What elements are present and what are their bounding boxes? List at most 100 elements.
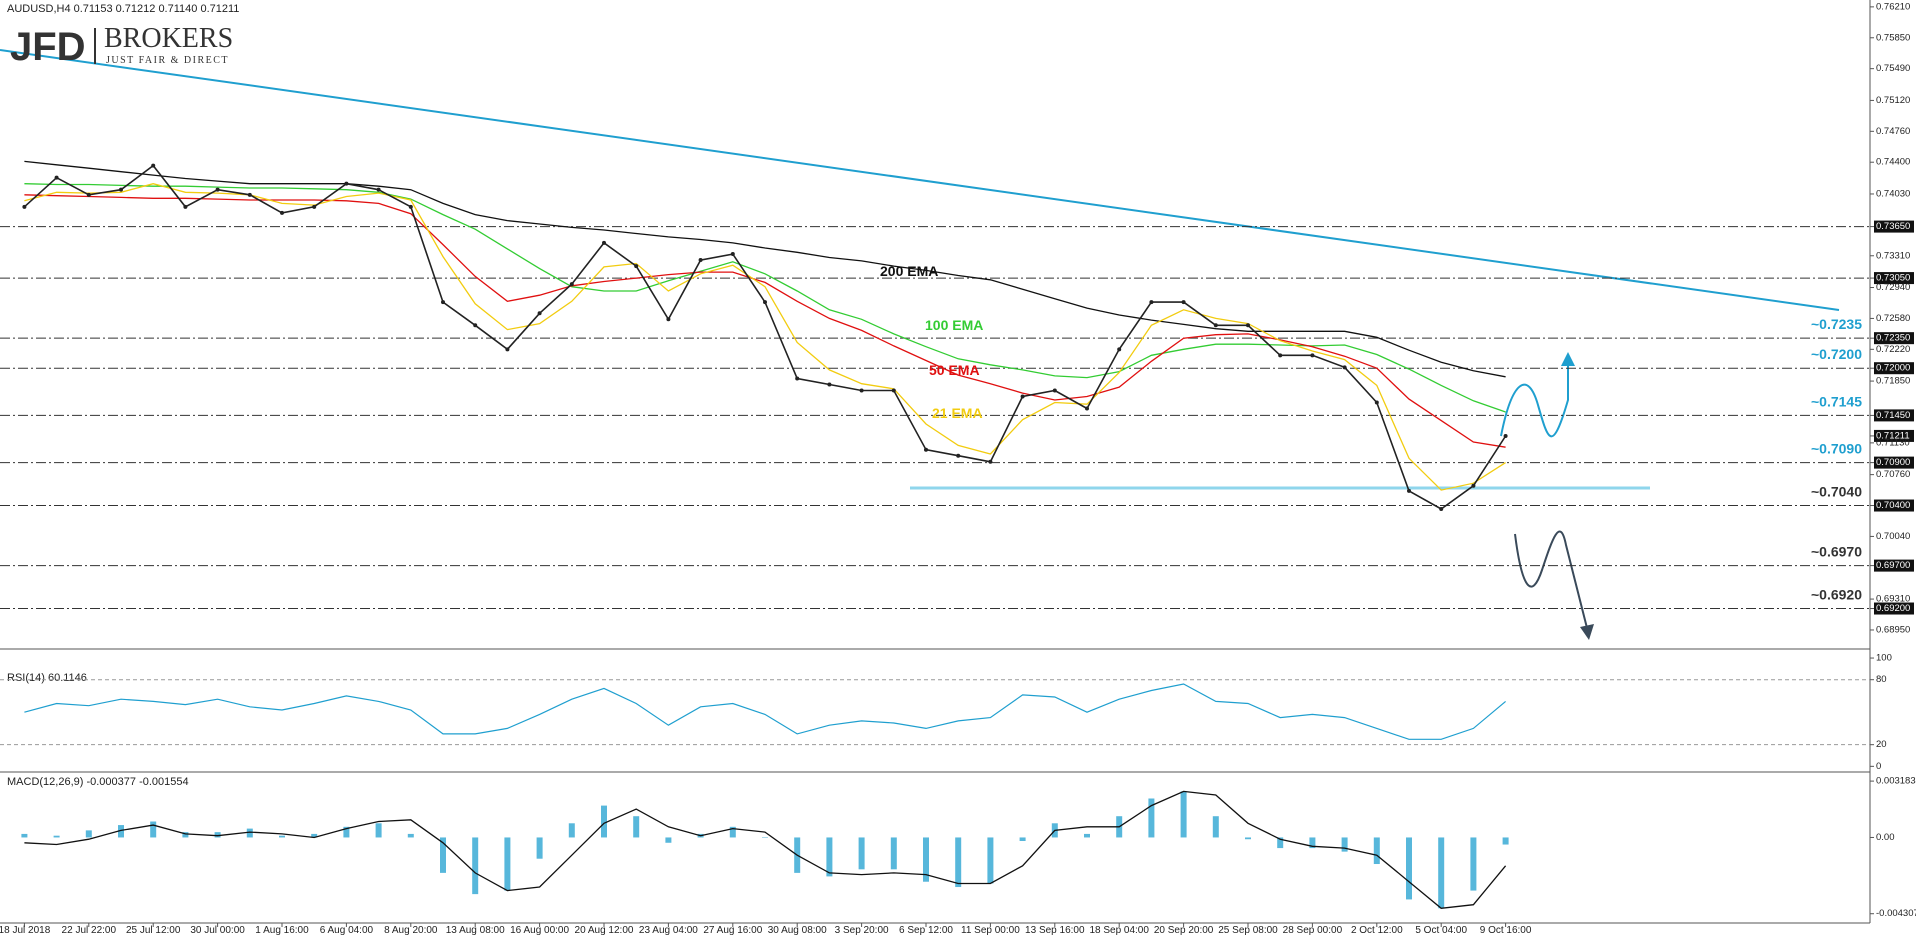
- y-tick-label: 0.73310: [1876, 250, 1910, 261]
- macd-bar: [1180, 791, 1187, 838]
- x-tick-label: 28 Sep 00:00: [1283, 925, 1343, 936]
- price-point: [280, 210, 284, 215]
- tick-label-box: [1874, 499, 1914, 512]
- x-tick-label: 13 Aug 08:00: [446, 925, 505, 936]
- y-tick-label: 0.71450: [1876, 410, 1910, 421]
- price-point: [1439, 506, 1444, 511]
- macd-bar: [1502, 837, 1509, 845]
- x-tick-label: 18 Sep 04:00: [1089, 925, 1149, 936]
- y-tick-label: 0.73650: [1876, 221, 1910, 232]
- macd-bar: [633, 816, 640, 838]
- y-tick-label: 0.68950: [1876, 624, 1910, 635]
- price-point: [569, 282, 574, 287]
- level-label: ~0.7145: [1811, 393, 1862, 409]
- level-label: ~0.6920: [1811, 587, 1862, 603]
- x-tick-label: 27 Aug 16:00: [703, 925, 762, 936]
- tick-label-box: [1874, 409, 1914, 422]
- price-point: [1052, 388, 1057, 393]
- y-tick-label: 100: [1876, 653, 1892, 664]
- ema-label: 21 EMA: [932, 405, 983, 421]
- price-point: [988, 459, 993, 464]
- tick-label-box: [1874, 429, 1914, 442]
- price-point: [1085, 406, 1089, 411]
- tick-label-box: [1874, 362, 1914, 375]
- trendline: [0, 49, 1840, 311]
- macd-bar: [375, 823, 382, 838]
- price-point: [247, 192, 252, 197]
- logo-name: JFD: [10, 25, 86, 69]
- y-tick-label: 0.74400: [1876, 157, 1910, 168]
- y-tick-label: 20: [1876, 739, 1887, 750]
- x-tick-label: 25 Sep 08:00: [1218, 925, 1278, 936]
- y-tick-label: 0.72000: [1876, 363, 1910, 374]
- price-point: [1278, 353, 1283, 358]
- price-point: [1020, 394, 1025, 399]
- x-tick-label: 20 Aug 12:00: [575, 925, 634, 936]
- price-point: [666, 317, 671, 322]
- tick-label-box: [1874, 332, 1914, 345]
- rsi-line: [24, 683, 1506, 740]
- y-tick-label: 0.69700: [1876, 560, 1910, 571]
- macd-bar: [1148, 798, 1155, 838]
- y-tick-label: 0.70760: [1876, 469, 1910, 480]
- y-tick-label: 0.71850: [1876, 376, 1910, 387]
- price-point: [473, 323, 478, 328]
- macd-bar: [568, 823, 575, 838]
- macd-bar: [279, 835, 285, 838]
- price-point: [441, 300, 445, 305]
- price-point: [1503, 434, 1508, 439]
- x-tick-label: 25 Jul 12:00: [126, 925, 181, 936]
- y-tick-label: -0.004307: [1876, 908, 1916, 919]
- price-point: [1374, 400, 1379, 405]
- y-tick-label: 0.70040: [1876, 531, 1910, 542]
- ema-line: [24, 183, 1506, 491]
- x-tick-label: 30 Aug 08:00: [768, 925, 827, 936]
- price-point: [891, 388, 896, 393]
- macd-bar: [1470, 837, 1477, 891]
- macd-bar: [504, 837, 511, 891]
- macd-bar: [1341, 837, 1348, 852]
- price-point: [1407, 488, 1411, 493]
- ema-label: 50 EMA: [929, 362, 980, 378]
- y-tick-label: 0.00: [1876, 832, 1895, 843]
- price-point: [730, 252, 735, 257]
- macd-bar: [150, 821, 157, 838]
- price-point: [505, 347, 510, 352]
- x-tick-label: 6 Aug 04:00: [320, 925, 374, 936]
- ema-label: 100 EMA: [925, 317, 983, 333]
- price-point: [795, 376, 800, 381]
- price-point: [1310, 353, 1315, 358]
- macd-bar: [246, 828, 253, 838]
- x-tick-label: 11 Sep 00:00: [961, 925, 1020, 936]
- y-tick-label: 0.69310: [1876, 594, 1910, 605]
- price-point: [151, 163, 156, 168]
- level-label: ~0.6970: [1811, 544, 1862, 560]
- y-tick-label: 0.70400: [1876, 500, 1910, 511]
- tick-label-box: [1874, 272, 1914, 285]
- arrow-head: [1561, 352, 1575, 366]
- x-tick-label: 8 Aug 20:00: [384, 925, 438, 936]
- bearish-scenario: [1514, 530, 1588, 629]
- price-point: [924, 447, 928, 452]
- y-tick-label: 0.69200: [1876, 603, 1910, 614]
- macd-bar: [601, 805, 607, 838]
- y-tick-label: 0.71211: [1876, 430, 1910, 441]
- macd-bar: [987, 837, 994, 884]
- y-tick-label: 0: [1876, 761, 1881, 772]
- price-point: [86, 192, 91, 197]
- macd-bar: [890, 837, 897, 870]
- macd-bar: [1245, 837, 1251, 840]
- level-label: ~0.7235: [1811, 316, 1862, 332]
- x-tick-label: 16 Aug 00:00: [510, 925, 569, 936]
- logo-tagline: JUST FAIR & DIRECT: [106, 55, 229, 66]
- price-point: [1181, 300, 1186, 305]
- price-point: [634, 264, 639, 269]
- macd-bar: [1277, 837, 1284, 849]
- price-point: [859, 388, 864, 393]
- y-tick-label: 80: [1876, 674, 1887, 685]
- macd-bar: [53, 835, 60, 838]
- macd-bar: [665, 837, 672, 843]
- x-tick-label: 13 Sep 16:00: [1025, 925, 1085, 936]
